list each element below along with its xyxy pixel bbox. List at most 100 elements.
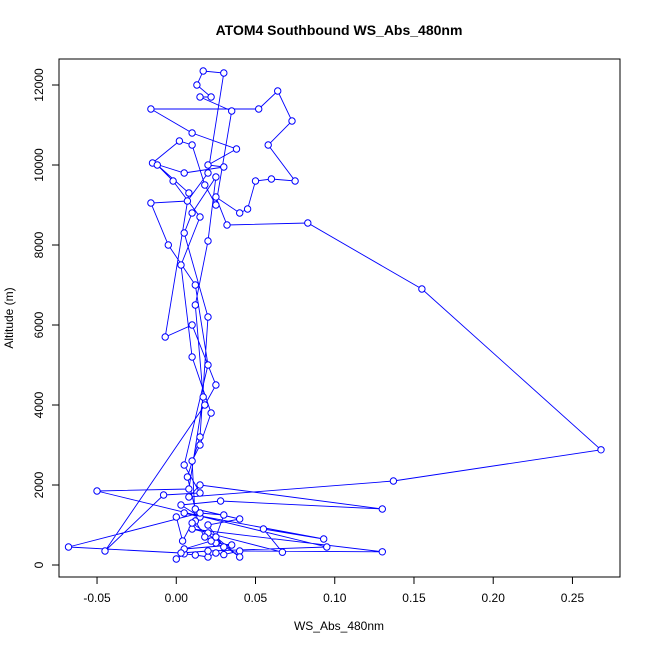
data-point: [172, 513, 181, 521]
data-point: [191, 301, 200, 309]
data-point: [185, 493, 193, 501]
data-point: [243, 205, 252, 213]
data-point: [93, 487, 101, 495]
data-point: [188, 525, 196, 533]
x-tick-label: 0.05: [244, 591, 268, 605]
data-point: [204, 361, 212, 369]
data-point: [204, 521, 212, 529]
data-point: [220, 550, 228, 559]
data-point: [228, 541, 236, 549]
data-point: [177, 501, 185, 509]
data-point: [199, 393, 207, 401]
data-point: [212, 533, 220, 541]
y-tick-label: 8000: [32, 231, 46, 258]
x-tick-label: 0.15: [402, 591, 426, 605]
data-point: [212, 201, 220, 209]
y-tick-label: 6000: [32, 311, 46, 338]
data-point: [232, 145, 241, 153]
data-point: [236, 553, 244, 561]
data-point: [259, 525, 268, 533]
data-point: [188, 321, 196, 329]
x-tick-label: 0.10: [323, 591, 347, 605]
data-point: [175, 137, 184, 145]
data-point: [278, 548, 287, 556]
data-point: [147, 105, 155, 113]
data-point: [212, 381, 220, 389]
data-point: [389, 477, 398, 485]
data-point: [188, 353, 196, 361]
data-point: [204, 313, 212, 321]
data-point: [236, 547, 244, 555]
data-point: [288, 117, 296, 125]
data-point: [251, 177, 260, 185]
data-point: [161, 333, 169, 341]
data-point: [220, 163, 228, 171]
x-tick-label: -0.05: [83, 591, 111, 605]
data-point: [212, 173, 220, 181]
y-tick-label: 10000: [32, 148, 46, 182]
data-point: [204, 553, 212, 561]
data-point: [64, 543, 73, 551]
data-point: [191, 551, 200, 559]
data-point: [188, 141, 196, 149]
data-point: [378, 548, 386, 556]
data-point: [191, 505, 200, 513]
y-axis: 0 2000 4000 6000 8000 10000 12000: [32, 68, 60, 568]
data-point: [101, 547, 109, 555]
data-point: [147, 199, 155, 207]
data-point: [264, 141, 272, 149]
data-point: [220, 511, 228, 519]
data-point: [177, 261, 185, 269]
data-point: [207, 93, 215, 101]
data-point: [196, 93, 204, 101]
data-point: [418, 285, 426, 293]
data-point: [274, 87, 282, 95]
data-point: [220, 543, 228, 551]
data-point: [183, 473, 192, 481]
data-point: [180, 509, 188, 517]
y-tick-label: 2000: [32, 471, 46, 498]
series-points: [64, 67, 605, 563]
data-point: [180, 461, 188, 469]
data-point: [212, 549, 220, 557]
x-axis-label: WS_Abs_480nm: [294, 619, 384, 633]
data-point: [320, 535, 328, 543]
data-point: [291, 177, 299, 185]
data-point: [193, 81, 201, 89]
data-point: [201, 401, 209, 409]
chart-title: ATOM4 Southbound WS_Abs_480nm: [216, 22, 463, 38]
y-axis-label: Altitude (m): [2, 287, 16, 348]
x-tick-label: 0.00: [165, 591, 189, 605]
data-point: [304, 219, 312, 227]
data-point: [204, 161, 212, 169]
data-point: [196, 481, 204, 489]
x-axis: -0.05 0.00 0.05 0.10 0.15 0.20 0.25: [83, 576, 585, 605]
data-point: [201, 181, 209, 189]
data-point: [201, 533, 209, 541]
data-point: [207, 537, 215, 545]
data-point: [212, 193, 220, 201]
data-point: [164, 241, 173, 249]
x-tick-label: 0.25: [561, 591, 585, 605]
data-point: [223, 221, 231, 229]
data-point: [196, 433, 204, 441]
data-point: [185, 485, 193, 493]
data-point: [178, 537, 187, 545]
data-point: [199, 67, 207, 75]
data-point: [220, 69, 228, 77]
data-point: [188, 457, 196, 465]
y-tick-label: 0: [32, 561, 46, 568]
data-point: [188, 129, 196, 137]
data-point: [159, 491, 168, 499]
data-point: [172, 555, 181, 563]
data-point: [180, 169, 188, 177]
data-point: [236, 515, 244, 523]
data-point: [207, 409, 215, 417]
data-point: [597, 446, 605, 454]
data-point: [183, 197, 192, 205]
data-point: [204, 547, 212, 555]
data-point: [323, 543, 331, 551]
data-point: [236, 209, 244, 217]
